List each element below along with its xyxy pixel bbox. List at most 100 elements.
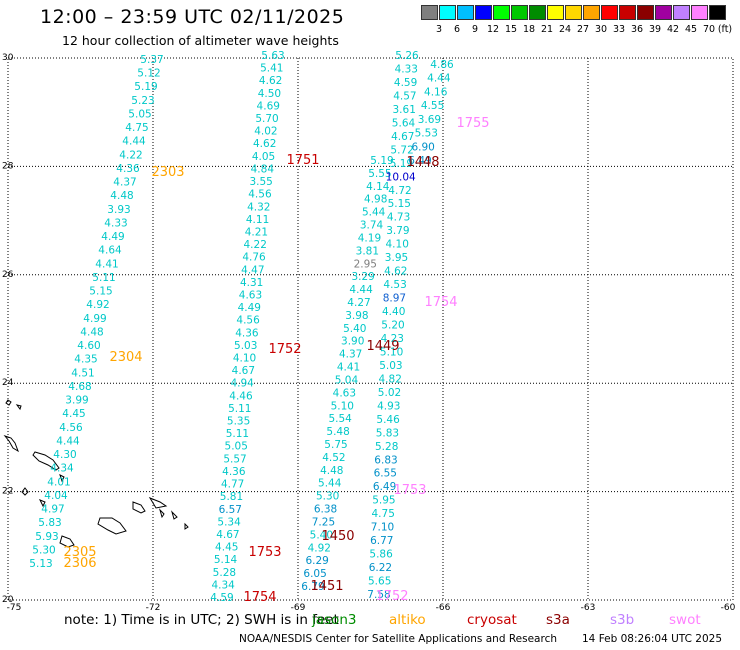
wave-height-value: 4.76 [242, 252, 266, 264]
wave-height-value: 4.62 [384, 266, 407, 278]
wave-height-value: 5.37 [140, 54, 163, 66]
wave-height-value: 5.19 [390, 158, 413, 170]
wave-height-value: 6.79 [301, 581, 324, 593]
wave-height-value: 4.37 [339, 349, 362, 361]
wave-height-value: 5.10 [380, 346, 403, 358]
wave-height-value: 4.46 [229, 390, 253, 402]
wave-height-value: 6.55 [374, 468, 397, 480]
y-tick-label: 22 [2, 487, 13, 497]
wave-height-value: 5.11 [92, 272, 115, 284]
pass-time-label: 1751 [286, 153, 319, 168]
wave-height-value: 4.47 [241, 264, 264, 276]
wave-height-value: 4.36 [222, 466, 246, 478]
wave-height-value: 4.68 [68, 381, 91, 393]
wave-height-value: 5.12 [137, 68, 160, 80]
color-scale-swatch [601, 5, 618, 20]
wave-height-value: 5.72 [390, 144, 413, 156]
pass-time-label: 1754 [243, 590, 276, 605]
wave-height-value: 4.92 [308, 542, 331, 554]
pass-time-label: 2305 [63, 545, 96, 560]
wave-height-value: 5.48 [326, 426, 349, 438]
wave-height-value: 5.65 [368, 576, 391, 588]
wave-height-value: 4.94 [230, 378, 254, 390]
wave-height-value: 5.15 [388, 198, 411, 210]
wave-height-value: 6.05 [303, 568, 326, 580]
wave-height-value: 4.30 [53, 449, 76, 461]
legend-item-jason3: jason3 [312, 612, 357, 628]
color-scale-swatch [493, 5, 510, 20]
wave-height-value: 8.97 [383, 293, 406, 305]
wave-height-value: 4.64 [98, 245, 122, 257]
pass-time-label: 2306 [63, 556, 96, 571]
wave-height-value: 4.75 [372, 508, 395, 520]
y-tick-label: 28 [2, 161, 14, 171]
wave-height-value: 4.19 [358, 232, 381, 244]
x-tick-label: -66 [436, 603, 451, 613]
wave-height-value: 4.41 [95, 258, 118, 270]
wave-height-value: 4.59 [210, 592, 233, 604]
wave-height-value: 5.05 [225, 441, 248, 453]
wave-height-value: 5.54 [328, 413, 352, 425]
wave-height-value: 5.44 [318, 478, 342, 490]
legend-item-cryosat: cryosat [467, 612, 517, 628]
wave-height-value: 4.59 [394, 77, 417, 89]
wave-height-value: 7.58 [367, 589, 390, 601]
wave-height-value: 4.01 [47, 476, 70, 488]
wave-height-value: 6.57 [219, 504, 242, 516]
x-tick-label: -60 [721, 603, 736, 613]
wave-height-value: 3.99 [65, 395, 88, 407]
generated-timestamp: 14 Feb 08:26:04 UTC 2025 [582, 633, 722, 645]
wave-height-value: 5.20 [381, 320, 404, 332]
wave-height-value: 4.73 [387, 212, 410, 224]
pass-time-label: 1754 [424, 295, 457, 310]
color-scale-swatch [439, 5, 456, 20]
color-scale-swatch [583, 5, 600, 20]
legend-item-s3a: s3a [546, 612, 570, 628]
wave-height-value: 4.51 [71, 367, 94, 379]
pass-time-label: 2303 [151, 165, 184, 180]
y-tick-label: 20 [2, 595, 14, 605]
pass-time-label: 1451 [310, 579, 343, 594]
color-scale-label: 36 [630, 24, 644, 35]
wave-height-value: 5.81 [220, 491, 243, 503]
wave-height-value: 3.61 [393, 104, 416, 116]
wave-height-value: 4.67 [391, 131, 414, 143]
wave-height-value: 4.44 [56, 435, 80, 447]
wave-height-value: 4.98 [364, 194, 387, 206]
wave-height-value: 5.83 [376, 427, 399, 439]
wave-height-value: 5.46 [376, 414, 400, 426]
y-tick-label: 30 [2, 53, 14, 63]
wave-height-value: 6.77 [370, 535, 393, 547]
wave-height-value: 3.29 [351, 271, 374, 283]
pass-time-label: 1450 [321, 529, 354, 544]
wave-height-value: 5.03 [379, 360, 402, 372]
wave-height-value: 4.10 [233, 353, 256, 365]
pass-time-label: 1448 [406, 155, 439, 170]
wave-height-value: 5.41 [260, 63, 283, 75]
wave-height-value: 4.56 [59, 422, 83, 434]
wave-height-value: 5.75 [324, 439, 347, 451]
wave-height-value: 2.95 [354, 258, 377, 270]
wave-height-value: 4.22 [244, 239, 267, 251]
color-scale-swatch [529, 5, 546, 20]
color-scale-swatch [619, 5, 636, 20]
wave-height-value: 4.02 [254, 126, 277, 138]
wave-height-value: 4.62 [259, 75, 282, 87]
wave-height-value: 5.44 [362, 207, 386, 219]
wave-height-value: 4.53 [383, 279, 406, 291]
wave-height-value: 5.34 [217, 516, 241, 528]
color-scale-swatch [511, 5, 528, 20]
wave-height-value: 4.49 [101, 231, 124, 243]
wave-height-value: 4.75 [125, 122, 148, 134]
wave-height-value: 4.60 [77, 340, 100, 352]
color-scale-swatch [655, 5, 672, 20]
wave-height-value: 4.52 [322, 452, 345, 464]
pass-time-label: 1752 [375, 589, 408, 604]
wave-height-value: 4.77 [221, 479, 244, 491]
wave-height-value: 4.11 [246, 214, 269, 226]
wave-height-value: 4.34 [211, 579, 235, 591]
pass-time-label: 1755 [456, 116, 489, 131]
color-scale-label: 42 [666, 24, 680, 35]
wave-height-value: 4.92 [86, 299, 109, 311]
